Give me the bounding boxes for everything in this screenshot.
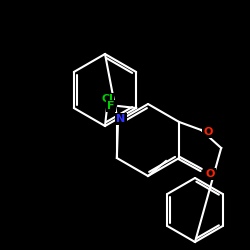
Text: Cl: Cl [101, 94, 113, 104]
Text: O: O [204, 127, 213, 137]
Text: F: F [108, 101, 115, 111]
Text: N: N [116, 114, 126, 124]
Text: O: O [206, 169, 215, 179]
